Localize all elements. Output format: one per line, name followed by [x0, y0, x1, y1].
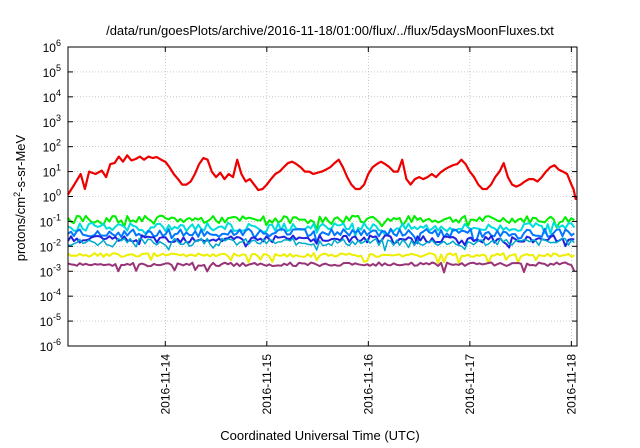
- x-axis: 2016-11-14 2016-11-15 2016-11-16 2016-11-17…: [158, 47, 578, 415]
- series-line: [67, 261, 576, 274]
- y-tick-label: 10-2: [40, 237, 61, 254]
- y-tick-label: 104: [43, 88, 61, 105]
- series-line: [67, 252, 575, 265]
- y-axis-label-post: -s-sr-MeV: [13, 134, 28, 191]
- series-group: [67, 154, 577, 274]
- x-tick-label: 2016-11-15: [260, 354, 274, 415]
- chart-title: /data/run/goesPlots/archive/2016-11-18/0…: [106, 23, 554, 38]
- series-line: [67, 234, 575, 249]
- y-axis-label-pre: protons/cm: [13, 197, 28, 261]
- x-tick-label: 2016-11-18: [564, 354, 578, 415]
- y-tick-label: 100: [43, 188, 61, 205]
- series-line: [67, 214, 575, 231]
- y-tick-label: 103: [43, 113, 61, 130]
- series-line: [67, 154, 577, 200]
- y-tick-label: 10-5: [40, 312, 61, 329]
- y-tick-label: 106: [43, 38, 61, 55]
- series-line: [67, 221, 576, 237]
- x-tick-label: 2016-11-16: [361, 354, 375, 415]
- series-line: [67, 227, 575, 245]
- y-tick-label: 10-6: [40, 337, 61, 354]
- y-tick-label: 101: [43, 163, 61, 180]
- series-line: [67, 237, 575, 252]
- y-axis-label: protons/cm2-s-sr-MeV: [12, 134, 28, 261]
- y-axis: 10-6 10-5 10-4 10-3 10-2 10-1 100 101 102 103 104 1…: [40, 38, 577, 354]
- y-tick-label: 10-1: [40, 212, 61, 229]
- grid: [68, 47, 577, 346]
- y-axis-label-sup: 2: [12, 192, 22, 197]
- y-tick-label: 10-3: [40, 262, 61, 279]
- x-axis-label: Coordinated Universal Time (UTC): [220, 428, 419, 443]
- x-tick-label: 2016-11-17: [463, 354, 477, 415]
- x-tick-label: 2016-11-14: [158, 354, 172, 415]
- y-tick-label: 105: [43, 63, 61, 80]
- y-tick-label: 102: [43, 138, 61, 155]
- y-tick-label: 10-4: [40, 287, 61, 304]
